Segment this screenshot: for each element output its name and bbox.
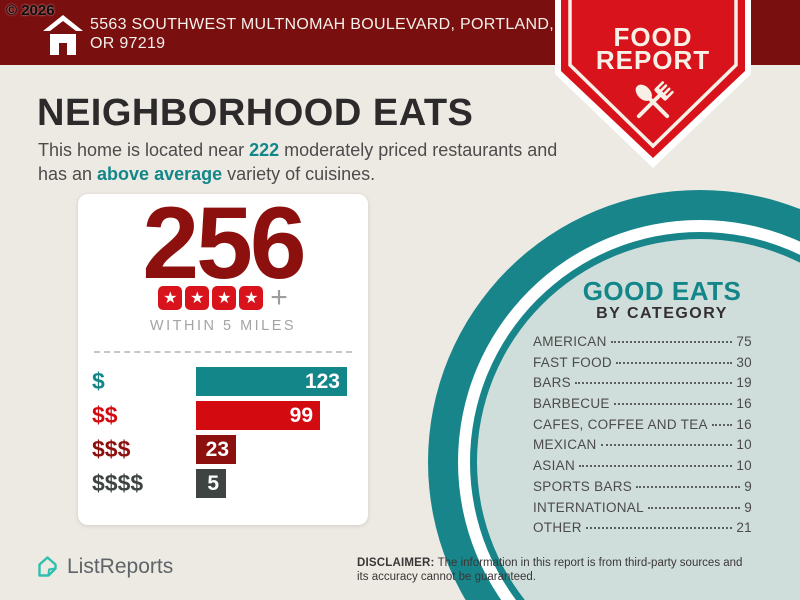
disclaimer: DISCLAIMER: The information in this repo…	[357, 556, 749, 584]
category-value: 10	[736, 437, 752, 453]
category-row: CAFES, COFFEE AND TEA 16	[533, 417, 752, 438]
price-bar-row: $$ 99	[92, 401, 358, 430]
home-icon	[42, 13, 84, 62]
price-tier-label: $$$$	[92, 470, 144, 496]
dot-leader	[613, 403, 733, 406]
address-line-2: OR 97219	[90, 35, 166, 52]
dot-leader	[579, 465, 733, 468]
dot-leader	[711, 423, 733, 426]
category-label: OTHER	[533, 520, 582, 536]
star-icon: ★	[239, 286, 264, 310]
price-tier-label: $$$	[92, 436, 131, 462]
intro-part1: This home is located near	[38, 140, 250, 160]
price-bar-row: $$$ 23	[92, 435, 358, 464]
category-value: 19	[736, 375, 752, 391]
star-rating: ★ ★ ★ ★ +	[78, 281, 368, 314]
listreports-logo: ListReports	[34, 553, 173, 580]
category-row: ASIAN 10	[533, 458, 752, 479]
category-value: 30	[736, 354, 752, 370]
category-label: SPORTS BARS	[533, 478, 633, 494]
disclaimer-text: The information in this report is from t…	[357, 557, 743, 583]
intro-paragraph: This home is located near 222 moderately…	[38, 138, 658, 186]
restaurant-count: 222	[249, 140, 280, 160]
category-value: 10	[736, 458, 752, 474]
dashed-divider	[94, 351, 352, 353]
category-value: 75	[736, 334, 752, 349]
spoon-fork-icon	[635, 81, 674, 119]
dot-leader	[610, 341, 733, 343]
price-tier-bar: 99	[196, 401, 320, 430]
category-label: AMERICAN	[533, 334, 607, 349]
radius-label: WITHIN 5 MILES	[149, 318, 297, 334]
category-row: AMERICAN 75	[533, 334, 752, 355]
intro-part4: variety of cuisines.	[222, 164, 376, 184]
category-row: MEXICAN 10	[533, 437, 752, 458]
category-list: AMERICAN 75 FAST FOOD 30 BARS 19 BARBECUE 16…	[533, 334, 752, 541]
food-report-badge: FOOD REPORT	[555, 0, 751, 168]
category-row: SPORTS BARS 9	[533, 479, 752, 500]
page-title: NEIGHBORHOOD EATS	[37, 92, 474, 134]
badge-line-2: REPORT	[596, 45, 710, 75]
star-icon: ★	[158, 286, 183, 310]
category-label: FAST FOOD	[533, 354, 612, 370]
good-eats-subheading: BY CATEGORY	[596, 305, 728, 322]
price-tier-label: $$	[92, 402, 118, 428]
category-label: ASIAN	[533, 458, 576, 474]
price-bar-row: $$$$ 5	[92, 469, 358, 498]
badge-line-1: FOOD	[613, 22, 692, 52]
star-icon: ★	[212, 286, 237, 310]
category-value: 16	[736, 416, 752, 432]
listreports-house-icon	[38, 556, 57, 577]
total-restaurant-count: 256	[142, 186, 306, 300]
address-line-1: 5563 SOUTHWEST MULTNOMAH BOULEVARD, PORT…	[90, 16, 554, 33]
dot-leader	[600, 444, 733, 447]
price-tier-bar: 5	[196, 469, 226, 498]
category-row: BARBECUE 16	[533, 396, 752, 417]
category-row: FAST FOOD 30	[533, 355, 752, 376]
category-label: MEXICAN	[533, 437, 597, 453]
price-tier-label: $	[92, 368, 105, 394]
category-row: BARS 19	[533, 375, 752, 396]
good-eats-heading: GOOD EATS	[582, 276, 742, 306]
category-label: INTERNATIONAL	[533, 499, 644, 515]
dot-leader	[615, 361, 733, 364]
category-row: OTHER 21	[533, 520, 752, 541]
category-label: CAFES, COFFEE AND TEA	[533, 416, 708, 432]
intro-part3: has an	[38, 164, 98, 184]
dot-leader	[585, 527, 733, 530]
property-address: 5563 SOUTHWEST MULTNOMAH BOULEVARD, PORT…	[90, 15, 560, 53]
dot-leader	[574, 382, 733, 385]
category-label: BARBECUE	[533, 396, 610, 412]
listreports-logo-text: ListReports	[67, 554, 174, 578]
price-bar-row: $ 123	[92, 367, 358, 396]
price-tier-bar-chart: $ 123 $$ 99 $$$ 23 $$$$ 5	[92, 367, 358, 503]
variety-highlight: above average	[97, 164, 223, 184]
price-tier-bar: 23	[196, 435, 236, 464]
restaurant-summary-card: 256 ★ ★ ★ ★ + WITHIN 5 MILES $ 123 $$ 99 $$$…	[78, 186, 368, 525]
price-tier-bar: 123	[196, 367, 347, 396]
category-value: 9	[744, 478, 752, 494]
dot-leader	[647, 506, 741, 509]
disclaimer-label: DISCLAIMER:	[357, 557, 435, 569]
category-value: 21	[736, 520, 752, 536]
dot-leader	[636, 485, 741, 488]
plus-sign: +	[270, 281, 288, 314]
star-icon: ★	[185, 286, 210, 310]
category-row: INTERNATIONAL 9	[533, 500, 752, 521]
category-value: 9	[744, 499, 752, 515]
category-value: 16	[736, 396, 752, 412]
copyright-text: © 2026	[6, 2, 55, 19]
category-label: BARS	[533, 375, 571, 391]
intro-part2: moderately priced restaurants and	[279, 140, 558, 160]
